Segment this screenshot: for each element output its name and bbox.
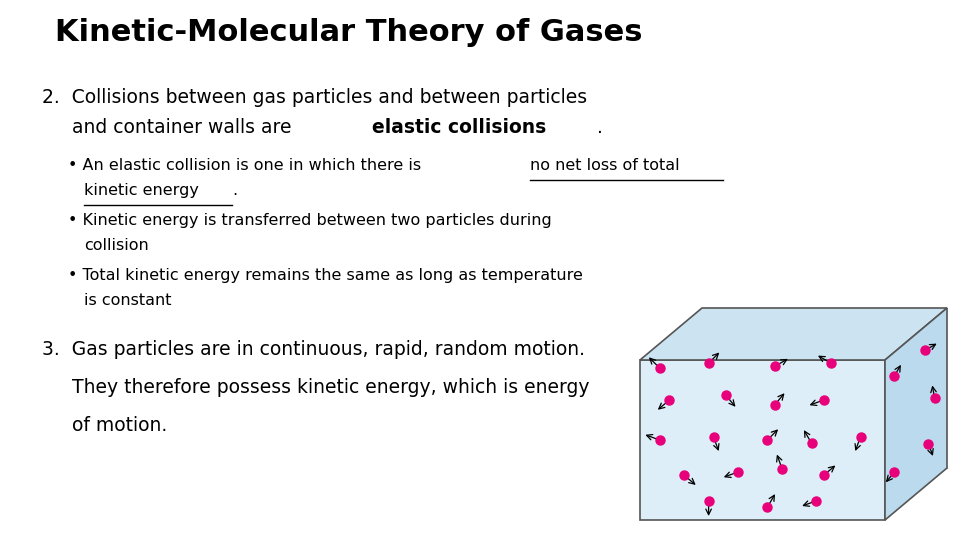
Text: of motion.: of motion.	[42, 416, 167, 435]
Text: 3.  Gas particles are in continuous, rapid, random motion.: 3. Gas particles are in continuous, rapi…	[42, 340, 585, 359]
Text: elastic collisions: elastic collisions	[372, 118, 546, 137]
Text: • An elastic collision is one in which there is: • An elastic collision is one in which t…	[68, 158, 426, 173]
Text: They therefore possess kinetic energy, which is energy: They therefore possess kinetic energy, w…	[42, 378, 589, 397]
Polygon shape	[640, 308, 947, 360]
Text: 2.  Collisions between gas particles and between particles: 2. Collisions between gas particles and …	[42, 88, 588, 107]
Polygon shape	[640, 360, 885, 520]
Text: Kinetic-Molecular Theory of Gases: Kinetic-Molecular Theory of Gases	[55, 18, 642, 47]
Text: collision: collision	[84, 238, 149, 253]
Text: .: .	[596, 118, 602, 137]
Text: no net loss of total: no net loss of total	[530, 158, 680, 173]
Text: and container walls are: and container walls are	[42, 118, 298, 137]
Text: • Kinetic energy is transferred between two particles during: • Kinetic energy is transferred between …	[68, 213, 552, 228]
Text: .: .	[232, 183, 237, 198]
Text: • Total kinetic energy remains the same as long as temperature: • Total kinetic energy remains the same …	[68, 268, 583, 283]
Text: is constant: is constant	[84, 293, 172, 308]
Text: kinetic energy: kinetic energy	[84, 183, 199, 198]
Polygon shape	[885, 308, 947, 520]
